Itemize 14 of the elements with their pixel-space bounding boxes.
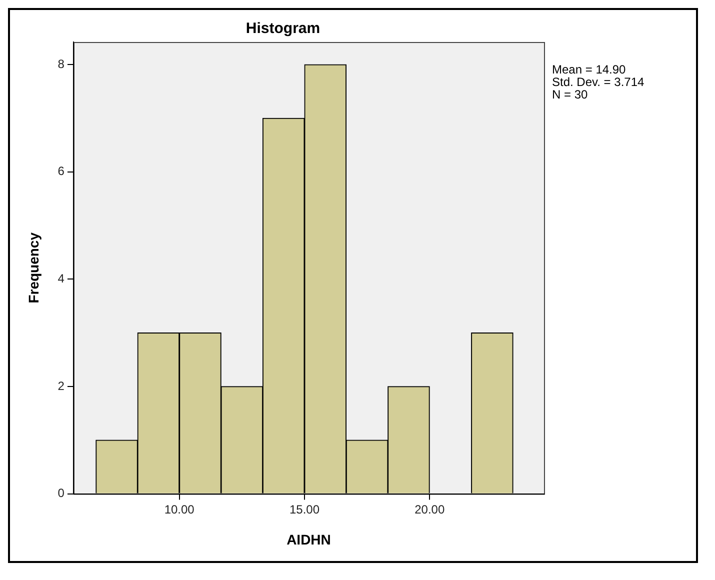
x-tick-label: 20.00 [414,502,445,516]
x-tick-label: 10.00 [164,502,195,516]
x-axis-title: AIDHN [286,531,331,548]
y-axis-title: Frequency [25,232,42,304]
x-tick-label: 15.00 [289,502,320,516]
y-tick-label: 6 [58,164,65,178]
y-tick-label: 2 [58,378,65,393]
text: Std. Dev. = 3.714 [552,74,644,89]
y-tick-label: 0 [58,486,65,500]
y-tick-label: 4 [58,271,65,286]
y-tick-label: 8 [58,56,65,71]
text: Mean = 14.90 [552,62,626,76]
text: N = 30 [552,87,588,102]
chart-title: Histogram [246,20,320,38]
